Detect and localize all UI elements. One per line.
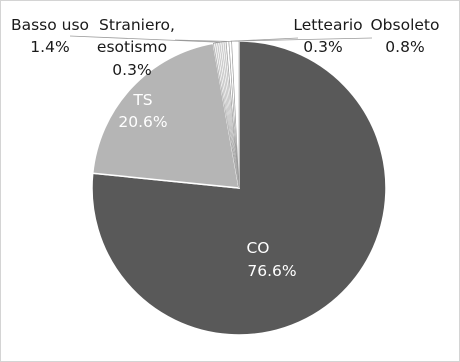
slice-value-letteario: 0.3% (303, 38, 342, 56)
hatch-line (219, 42, 240, 189)
slice-label-co: CO (246, 239, 269, 257)
hatch-line (215, 42, 240, 189)
pie-slices (91, 40, 387, 336)
slice-label-obsoleto: Obsoleto (370, 16, 439, 34)
slice-label-straniero-esotismo: Straniero, esotismo (97, 16, 175, 56)
slice-label-basso-uso: Basso uso (11, 16, 89, 34)
slice-value-obsoleto: 0.8% (385, 38, 424, 56)
slice-value-co: 76.6% (247, 262, 296, 280)
slice-label-letteario: Letteario (293, 16, 362, 34)
leader-line (69, 35, 220, 43)
leader-line (174, 39, 228, 42)
pie-slice-ts (91, 42, 240, 189)
leader-lines (69, 35, 373, 43)
slice-value-ts: 20.6% (118, 113, 167, 131)
leader-line (235, 37, 373, 42)
slice-label-ts: TS (132, 91, 152, 109)
hatch-line (223, 41, 240, 189)
slice-value-basso-uso: 1.4% (30, 38, 69, 56)
hatch-line (221, 41, 240, 189)
hatch-line (217, 42, 240, 189)
slice-value-straniero-esotismo: 0.3% (112, 61, 151, 79)
